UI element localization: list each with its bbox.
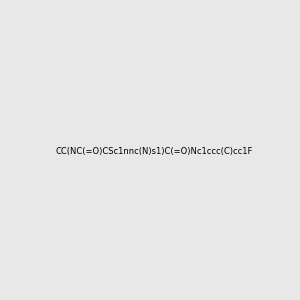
Text: CC(NC(=O)CSc1nnc(N)s1)C(=O)Nc1ccc(C)cc1F: CC(NC(=O)CSc1nnc(N)s1)C(=O)Nc1ccc(C)cc1F	[55, 147, 252, 156]
